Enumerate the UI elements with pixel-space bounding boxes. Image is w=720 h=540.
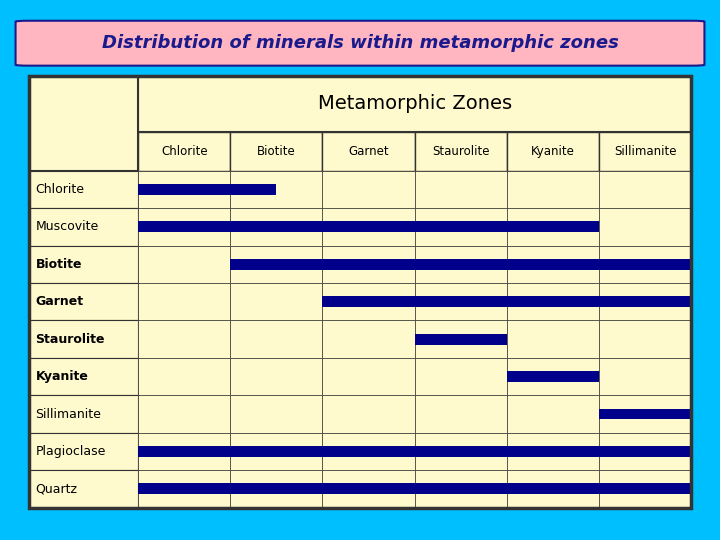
Bar bbox=[138, 246, 230, 283]
Bar bbox=[230, 358, 323, 395]
Text: Kyanite: Kyanite bbox=[35, 370, 89, 383]
Bar bbox=[599, 395, 691, 433]
Bar bbox=[599, 470, 691, 508]
Text: Distribution of minerals within metamorphic zones: Distribution of minerals within metamorp… bbox=[102, 34, 618, 52]
Bar bbox=[230, 246, 323, 283]
Bar bbox=[230, 320, 323, 358]
Bar bbox=[138, 76, 691, 132]
Bar bbox=[138, 395, 230, 433]
Bar bbox=[507, 246, 599, 283]
Text: Chlorite: Chlorite bbox=[161, 145, 207, 158]
Bar bbox=[29, 208, 138, 246]
Bar bbox=[29, 76, 138, 171]
Bar bbox=[415, 246, 507, 283]
Bar bbox=[230, 171, 323, 208]
Bar bbox=[507, 171, 599, 208]
Bar bbox=[230, 470, 323, 508]
Bar bbox=[323, 470, 415, 508]
Bar bbox=[29, 358, 138, 395]
Text: Garnet: Garnet bbox=[35, 295, 84, 308]
Bar bbox=[599, 208, 691, 246]
Bar bbox=[507, 320, 599, 358]
Bar bbox=[230, 259, 691, 269]
Bar bbox=[507, 433, 599, 470]
Text: Staurolite: Staurolite bbox=[35, 333, 105, 346]
Bar bbox=[599, 320, 691, 358]
Bar bbox=[507, 371, 599, 382]
Bar bbox=[415, 208, 507, 246]
Bar bbox=[138, 446, 691, 457]
Bar bbox=[599, 358, 691, 395]
Text: Sillimanite: Sillimanite bbox=[35, 408, 102, 421]
Bar bbox=[138, 171, 230, 208]
Text: Sillimanite: Sillimanite bbox=[614, 145, 676, 158]
Bar bbox=[230, 132, 323, 171]
Bar bbox=[230, 433, 323, 470]
Bar bbox=[323, 246, 415, 283]
Bar bbox=[323, 171, 415, 208]
Bar bbox=[138, 208, 230, 246]
Bar bbox=[507, 395, 599, 433]
Bar bbox=[29, 283, 138, 320]
Bar bbox=[29, 395, 138, 433]
Bar bbox=[599, 283, 691, 320]
Text: Metamorphic Zones: Metamorphic Zones bbox=[318, 94, 512, 113]
Bar bbox=[415, 171, 507, 208]
Bar bbox=[138, 470, 230, 508]
Bar bbox=[507, 358, 599, 395]
Bar bbox=[415, 283, 507, 320]
Bar bbox=[323, 296, 691, 307]
Text: Staurolite: Staurolite bbox=[432, 145, 490, 158]
Bar bbox=[323, 283, 415, 320]
Bar bbox=[29, 320, 138, 358]
Bar bbox=[599, 246, 691, 283]
Bar bbox=[415, 132, 507, 171]
Text: Biotite: Biotite bbox=[257, 145, 296, 158]
Text: Quartz: Quartz bbox=[35, 482, 78, 495]
Bar bbox=[415, 395, 507, 433]
Bar bbox=[415, 358, 507, 395]
Text: Plagioclase: Plagioclase bbox=[35, 445, 106, 458]
Bar bbox=[415, 433, 507, 470]
Bar bbox=[507, 470, 599, 508]
Bar bbox=[323, 320, 415, 358]
Bar bbox=[138, 483, 691, 494]
Bar bbox=[323, 433, 415, 470]
Text: Biotite: Biotite bbox=[35, 258, 82, 271]
Bar bbox=[29, 470, 138, 508]
Bar bbox=[230, 208, 323, 246]
Bar bbox=[415, 320, 507, 358]
Bar bbox=[138, 320, 230, 358]
Bar bbox=[599, 132, 691, 171]
FancyBboxPatch shape bbox=[16, 21, 704, 66]
Bar bbox=[29, 246, 138, 283]
Bar bbox=[138, 283, 230, 320]
Bar bbox=[507, 283, 599, 320]
Bar bbox=[415, 334, 507, 345]
Bar bbox=[138, 433, 230, 470]
Bar bbox=[29, 171, 138, 208]
Bar bbox=[599, 409, 691, 420]
Bar bbox=[29, 433, 138, 470]
Bar bbox=[138, 358, 230, 395]
Bar bbox=[507, 208, 599, 246]
Bar bbox=[138, 184, 276, 195]
Text: Kyanite: Kyanite bbox=[531, 145, 575, 158]
Bar bbox=[230, 283, 323, 320]
Bar bbox=[415, 470, 507, 508]
Bar bbox=[599, 171, 691, 208]
Bar bbox=[507, 132, 599, 171]
Text: Garnet: Garnet bbox=[348, 145, 389, 158]
Bar bbox=[323, 358, 415, 395]
Bar bbox=[599, 433, 691, 470]
Text: Chlorite: Chlorite bbox=[35, 183, 84, 196]
Bar bbox=[323, 132, 415, 171]
Text: Muscovite: Muscovite bbox=[35, 220, 99, 233]
Bar bbox=[230, 395, 323, 433]
Bar bbox=[138, 221, 599, 232]
Bar bbox=[138, 132, 230, 171]
Bar bbox=[323, 395, 415, 433]
Bar bbox=[323, 208, 415, 246]
